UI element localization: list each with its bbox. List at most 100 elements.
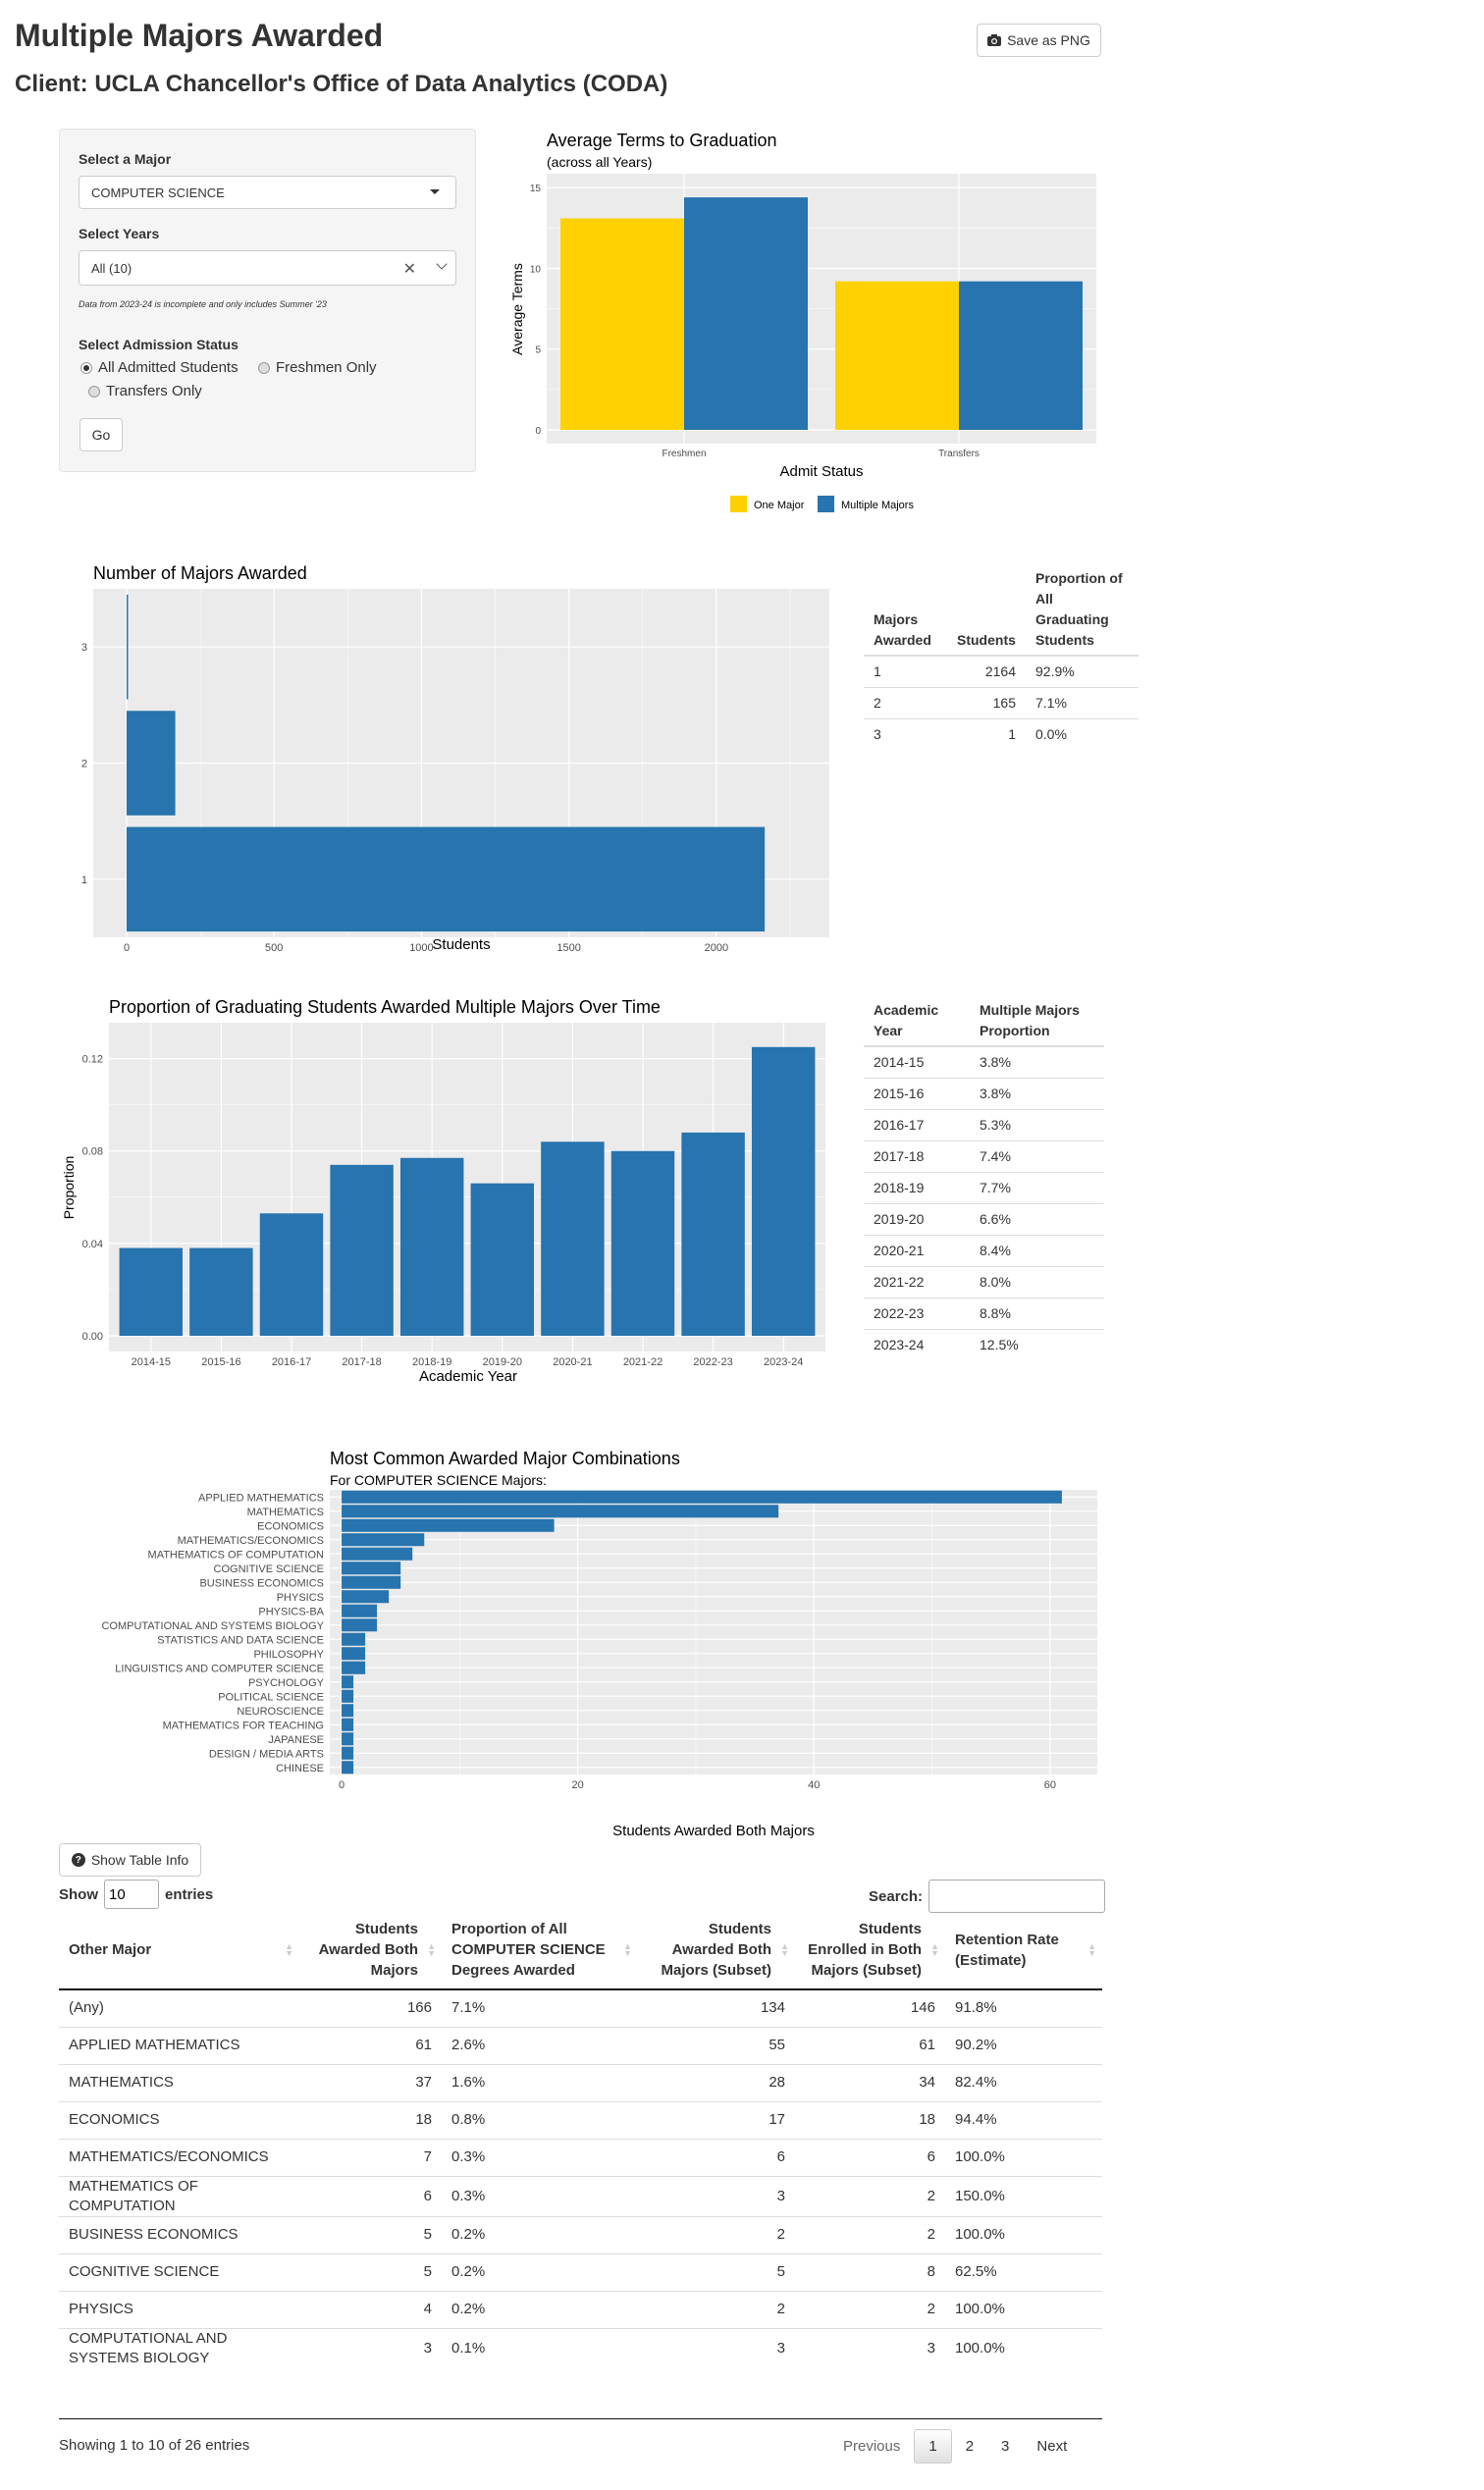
table-cell: 100.0%: [945, 2215, 1102, 2253]
y-tick-label: 10: [530, 264, 542, 275]
table-bottom-rule: [59, 2418, 1102, 2419]
bar-combination: [342, 1689, 354, 1703]
table-cell: 2015-16: [864, 1077, 970, 1109]
table-cell: 17: [638, 2100, 795, 2139]
bar-combination: [342, 1732, 354, 1746]
radio-all-admitted-dot[interactable]: [80, 361, 92, 374]
search-input[interactable]: [928, 1880, 1106, 1913]
table-row: 2014-15 3.8%: [864, 1045, 1104, 1078]
table-cell: 37: [299, 2063, 442, 2101]
bar-combination: [342, 1575, 401, 1589]
avg-terms-chart: Average Terms to Graduation (across all …: [509, 131, 1096, 512]
bar-majors-1: [127, 826, 766, 932]
show-label: Show: [59, 1885, 98, 1903]
table-cell: 3: [299, 2327, 442, 2368]
pagination-page-2[interactable]: 2: [965, 2438, 975, 2455]
question-circle-icon: ?: [71, 1853, 85, 1867]
table-cell: 1.6%: [442, 2063, 638, 2101]
major-select-value: COMPUTER SCIENCE: [91, 185, 225, 200]
bar-year-2016-17: [259, 1213, 324, 1336]
pagination-page-1[interactable]: 1: [914, 2429, 952, 2464]
y-tick-label: MATHEMATICS/ECONOMICS: [178, 1535, 324, 1547]
table-row: 2023-24 12.5%: [864, 1328, 1104, 1360]
x-tick-label: 2022-23: [693, 1356, 732, 1368]
entries-input[interactable]: [104, 1880, 159, 1909]
enrolled-subset-header[interactable]: Students Enrolled in Both Majors (Subset…: [795, 1911, 945, 1990]
y-tick-label: DESIGN / MEDIA ARTS: [209, 1748, 324, 1760]
table-cell: COGNITIVE SCIENCE: [59, 2252, 299, 2291]
legend-multiple-majors-label: Multiple Majors: [841, 500, 914, 511]
majors-awarded-table: Majors Awarded Students Proportion of Al…: [864, 564, 1139, 750]
table-cell: 61: [795, 2026, 945, 2064]
table-row: 3 1 0.0%: [864, 717, 1139, 750]
table-info-button[interactable]: ? Show Table Info: [59, 1843, 201, 1877]
table-row: PHYSICS 4 0.2% 2 2 100.0%: [59, 2290, 1102, 2328]
entries-control: Show entries: [59, 1880, 213, 1909]
sort-icon: ▲ ▼: [1087, 1940, 1096, 1958]
radio-freshmen-only[interactable]: Freshmen Only: [258, 359, 377, 376]
table-row: COMPUTATIONAL AND SYSTEMS BIOLOGY 3 0.1% 3 3…: [59, 2327, 1102, 2368]
x-tick-label: 1500: [556, 942, 580, 954]
y-tick-label: 5: [535, 345, 541, 356]
awarded-subset-header-label: Students Awarded Both Majors (Subset): [661, 1921, 771, 1979]
table-cell: 2: [795, 2175, 945, 2216]
table-cell: 6: [299, 2175, 442, 2216]
y-tick-label: MATHEMATICS FOR TEACHING: [163, 1720, 324, 1731]
y-tick-label: MATHEMATICS OF COMPUTATION: [148, 1549, 325, 1561]
table-cell: 2021-22: [864, 1265, 970, 1298]
retention-header-label: Retention Rate (Estimate): [955, 1931, 1059, 1969]
go-button[interactable]: Go: [80, 418, 123, 451]
save-png-button[interactable]: Save as PNG: [977, 24, 1101, 57]
year-proportion-col-header: Multiple Majors Proportion: [970, 996, 1104, 1047]
table-cell: 62.5%: [945, 2252, 1102, 2291]
y-tick-label: 2: [81, 759, 87, 770]
bar-combination: [342, 1533, 425, 1547]
x-tick-label: 2000: [705, 942, 728, 954]
other-major-header[interactable]: Other Major ▲ ▼: [59, 1911, 299, 1990]
table-cell: 146: [795, 1988, 945, 2027]
bar-combination: [342, 1761, 354, 1775]
radio-transfers-only-dot[interactable]: [88, 385, 100, 397]
major-select[interactable]: COMPUTER SCIENCE: [79, 176, 456, 209]
bar-year-2019-20: [470, 1183, 535, 1336]
radio-all-admitted[interactable]: All Admitted Students: [80, 359, 238, 376]
radio-freshmen-only-label: Freshmen Only: [276, 359, 377, 376]
bar-combination: [342, 1675, 354, 1689]
proportion-over-time-chart: Proportion of Graduating Students Awarde…: [61, 997, 825, 1385]
table-row: 2 165 7.1%: [864, 686, 1139, 718]
table-cell: 166: [299, 1988, 442, 2027]
bar-combination: [342, 1618, 378, 1632]
awarded-subset-header[interactable]: Students Awarded Both Majors (Subset) ▲ ▼: [638, 1911, 795, 1990]
chevron-down-icon[interactable]: [436, 258, 448, 270]
years-label: Select Years: [79, 226, 160, 241]
table-cell: 8.8%: [970, 1297, 1104, 1329]
table-cell: 2020-21: [864, 1234, 970, 1266]
y-tick-label: STATISTICS AND DATA SCIENCE: [157, 1634, 324, 1646]
bar-combination: [342, 1604, 378, 1617]
clear-icon[interactable]: ✕: [402, 261, 416, 278]
radio-freshmen-only-dot[interactable]: [258, 361, 270, 374]
other-major-header-label: Other Major: [69, 1941, 152, 1958]
y-tick-label: PHYSICS-BA: [258, 1606, 324, 1617]
retention-header[interactable]: Retention Rate (Estimate) ▲ ▼: [945, 1911, 1102, 1990]
years-select[interactable]: All (10) ✕: [79, 250, 456, 286]
table-cell: 8.0%: [970, 1265, 1104, 1298]
table-cell: 0.2%: [442, 2252, 638, 2291]
sort-icon: ▲ ▼: [930, 1940, 939, 1958]
radio-transfers-only-label: Transfers Only: [106, 383, 202, 399]
table-cell: 0.2%: [442, 2215, 638, 2253]
table-cell: 0.3%: [442, 2175, 638, 2216]
table-cell: 100.0%: [945, 2290, 1102, 2328]
combinations-title: Most Common Awarded Major Combinations: [330, 1449, 680, 1468]
radio-transfers-only[interactable]: Transfers Only: [88, 383, 202, 399]
pagination-next[interactable]: Next: [1036, 2438, 1068, 2455]
pagination-page-3[interactable]: 3: [1001, 2438, 1010, 2455]
table-cell: 2019-20: [864, 1202, 970, 1235]
majors-awarded-chart: Number of Majors Awarded 1 2 3 0 500 1000 150…: [81, 563, 829, 954]
proportion-degrees-header[interactable]: Proportion of All COMPUTER SCIENCE Degre…: [442, 1911, 638, 1990]
students-col-header: Students: [947, 564, 1026, 657]
awarded-both-header[interactable]: Students Awarded Both Majors ▲ ▼: [299, 1911, 442, 1990]
bar-combination: [342, 1547, 413, 1561]
bar-multiple-majors: [684, 197, 808, 430]
pagination-previous[interactable]: Previous: [843, 2438, 901, 2455]
